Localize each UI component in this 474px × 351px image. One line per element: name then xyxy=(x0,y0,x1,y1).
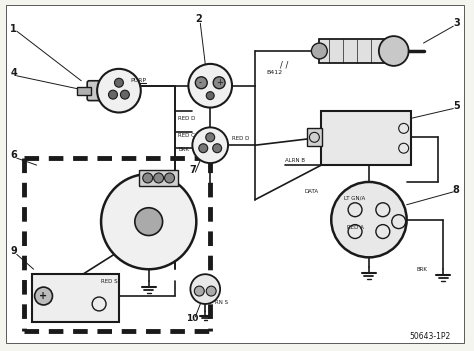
Text: 5: 5 xyxy=(453,100,460,111)
Circle shape xyxy=(213,77,225,89)
Text: RED C: RED C xyxy=(179,133,195,138)
Text: PURP: PURP xyxy=(131,78,147,83)
Circle shape xyxy=(331,182,407,257)
Text: DATA: DATA xyxy=(304,190,319,194)
Circle shape xyxy=(115,78,123,87)
Circle shape xyxy=(35,287,53,305)
Circle shape xyxy=(379,36,409,66)
Text: BRK: BRK xyxy=(179,147,189,152)
Bar xyxy=(321,111,410,165)
Text: BRK: BRK xyxy=(417,267,428,272)
Circle shape xyxy=(206,92,214,100)
Text: 10: 10 xyxy=(186,314,199,323)
Text: RN S: RN S xyxy=(215,300,228,305)
Circle shape xyxy=(192,127,228,163)
Text: +: + xyxy=(216,78,223,87)
Bar xyxy=(308,128,322,146)
Circle shape xyxy=(97,69,141,113)
Text: 3: 3 xyxy=(453,18,460,28)
FancyBboxPatch shape xyxy=(87,81,109,101)
Circle shape xyxy=(154,173,164,183)
Text: RED D: RED D xyxy=(232,136,249,141)
Bar xyxy=(139,170,179,186)
Text: RED S: RED S xyxy=(101,279,118,284)
Text: 7: 7 xyxy=(189,165,196,175)
Circle shape xyxy=(101,174,196,269)
Circle shape xyxy=(164,173,174,183)
Text: 2: 2 xyxy=(195,14,201,24)
Text: 50643-1P2: 50643-1P2 xyxy=(409,332,450,341)
Bar xyxy=(319,39,389,63)
Bar xyxy=(77,87,91,95)
Circle shape xyxy=(109,90,118,99)
Circle shape xyxy=(206,133,215,142)
Circle shape xyxy=(213,144,222,153)
Text: +: + xyxy=(39,291,47,301)
Circle shape xyxy=(194,286,204,296)
Text: B412: B412 xyxy=(267,70,283,75)
Circle shape xyxy=(191,274,220,304)
Circle shape xyxy=(311,43,327,59)
Text: 4: 4 xyxy=(10,68,17,78)
Text: 6: 6 xyxy=(10,150,17,160)
Text: RED D: RED D xyxy=(179,116,196,121)
Circle shape xyxy=(135,208,163,236)
Text: 9: 9 xyxy=(10,246,17,256)
Text: -: - xyxy=(199,78,202,87)
Text: 1: 1 xyxy=(10,24,17,34)
Text: / /: / / xyxy=(281,60,289,69)
Text: ALRN B: ALRN B xyxy=(284,158,305,163)
Bar xyxy=(32,274,119,322)
Circle shape xyxy=(188,64,232,107)
Circle shape xyxy=(206,286,216,296)
Text: RED A: RED A xyxy=(347,225,364,230)
Circle shape xyxy=(199,144,208,153)
Circle shape xyxy=(120,90,129,99)
Text: LT GN/A: LT GN/A xyxy=(344,195,365,200)
Circle shape xyxy=(143,173,153,183)
Circle shape xyxy=(195,77,207,89)
Text: 8: 8 xyxy=(453,185,460,195)
